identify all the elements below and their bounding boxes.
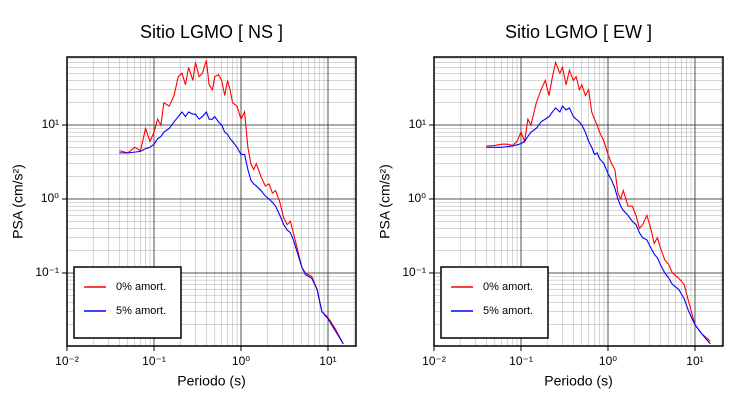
series-line	[119, 60, 344, 345]
series-line	[486, 105, 711, 345]
legend-box	[73, 266, 182, 339]
legend-label: 5% amort.	[483, 305, 533, 317]
legend-label: 0% amort.	[483, 281, 533, 293]
x-tick-label: 10¹	[686, 354, 703, 368]
x-tick-label: 10⁰	[599, 354, 617, 368]
chart-title: Sitio LGMO [ NS ]	[140, 22, 283, 42]
y-tick-label: 10¹	[42, 117, 59, 131]
plot-frame	[433, 56, 724, 347]
legend-box	[440, 266, 549, 339]
x-axis-label: Periodo (s)	[177, 373, 245, 389]
legend-label: 0% amort.	[116, 281, 166, 293]
y-axis-label: PSA (cm/s²)	[377, 164, 393, 239]
x-tick-label: 10⁻²	[422, 354, 446, 368]
x-tick-label: 10¹	[319, 354, 336, 368]
x-axis-label: Periodo (s)	[544, 373, 612, 389]
y-tick-label: 10⁰	[408, 191, 426, 205]
series-line	[119, 110, 344, 345]
y-tick-label: 10⁻¹	[402, 265, 426, 279]
plot-frame	[66, 56, 357, 347]
x-tick-label: 10⁻²	[55, 354, 79, 368]
legend-label: 5% amort.	[116, 305, 166, 317]
panel: 10⁻² 10⁻¹ 10⁰ 10¹ 10⁻¹ 10⁰ 10¹ 0% amort. 5% amor…	[10, 22, 357, 389]
y-axis-label: PSA (cm/s²)	[10, 164, 26, 239]
x-tick-label: 10⁻¹	[509, 354, 533, 368]
panel: 10⁻² 10⁻¹ 10⁰ 10¹ 10⁻¹ 10⁰ 10¹ 0% amort. 5% amor…	[377, 22, 724, 389]
x-tick-label: 10⁰	[232, 354, 250, 368]
chart-title: Sitio LGMO [ EW ]	[505, 22, 652, 42]
series-line	[486, 60, 711, 342]
y-tick-label: 10⁰	[41, 191, 59, 205]
x-tick-label: 10⁻¹	[142, 354, 166, 368]
y-tick-label: 10⁻¹	[35, 265, 59, 279]
y-tick-label: 10¹	[409, 117, 426, 131]
